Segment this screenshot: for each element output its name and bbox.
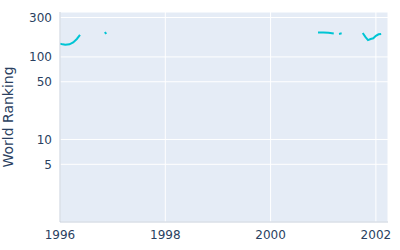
svg-text:1998: 1998 [150,228,181,242]
svg-text:300: 300 [29,11,52,25]
svg-text:1996: 1996 [45,228,76,242]
svg-text:50: 50 [37,75,52,89]
svg-text:5: 5 [44,158,52,172]
svg-text:2000: 2000 [255,228,286,242]
svg-text:World Ranking: World Ranking [8,66,16,167]
svg-text:100: 100 [29,50,52,64]
svg-text:2002: 2002 [361,228,392,242]
svg-text:10: 10 [37,133,52,147]
